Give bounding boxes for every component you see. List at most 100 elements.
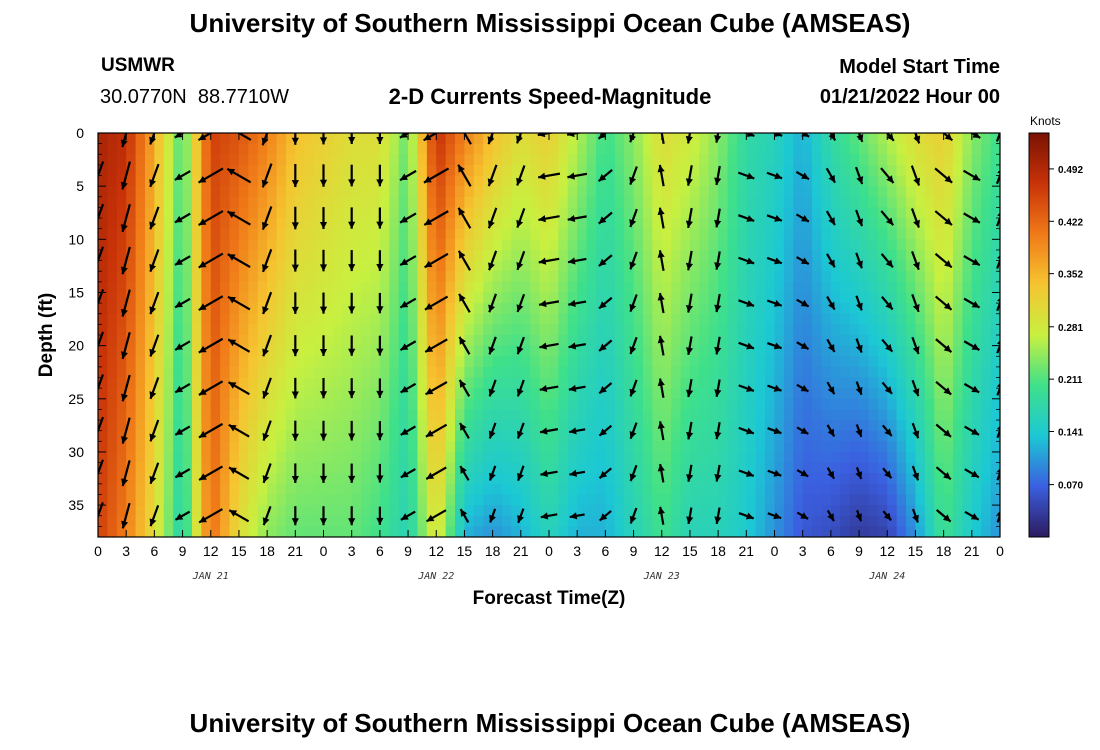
- current-arrow: [911, 422, 920, 439]
- heatmap-cell: [830, 377, 841, 389]
- arrow-head: [348, 475, 356, 483]
- current-arrow: [174, 255, 191, 266]
- heatmap-cell: [116, 175, 127, 187]
- heatmap-cell: [426, 398, 437, 411]
- heatmap-cell: [295, 473, 306, 485]
- heatmap-cell: [943, 313, 954, 325]
- heatmap-cell: [483, 430, 494, 442]
- heatmap-cell: [642, 281, 653, 294]
- heatmap-cell: [642, 366, 653, 379]
- heatmap-cell: [238, 292, 249, 304]
- heatmap-cell: [567, 228, 578, 240]
- heatmap-cell: [981, 207, 992, 219]
- heatmap-cell: [332, 462, 343, 474]
- heatmap-cell: [173, 462, 184, 474]
- current-arrow: [568, 427, 586, 435]
- heatmap-cell: [361, 420, 372, 432]
- heatmap-cell: [370, 526, 381, 537]
- heatmap-cell: [163, 451, 174, 464]
- heatmap-cell: [943, 281, 954, 294]
- heatmap-cell: [502, 324, 513, 336]
- heatmap-cell: [417, 207, 428, 219]
- heatmap-cell: [464, 143, 475, 155]
- heatmap-cell: [295, 292, 306, 304]
- current-arrow: [714, 379, 722, 398]
- heatmap-cell: [379, 303, 390, 315]
- heatmap-cell: [229, 388, 240, 400]
- heatmap-cell: [567, 313, 578, 325]
- heatmap-cell: [126, 239, 137, 251]
- heatmap-cell: [783, 388, 794, 400]
- heatmap-cell: [98, 388, 108, 400]
- heatmap-cell: [793, 388, 804, 400]
- heatmap-cell: [934, 281, 945, 294]
- heatmap-cell: [953, 462, 964, 474]
- arrow-head: [598, 173, 607, 182]
- heatmap-cell: [671, 377, 682, 389]
- heatmap-cell: [990, 430, 1000, 442]
- heatmap-cell: [445, 281, 456, 294]
- heatmap-cell: [342, 494, 353, 506]
- heatmap-cell: [680, 186, 691, 198]
- heatmap-cell: [398, 398, 409, 411]
- arrow-head: [971, 343, 980, 351]
- heatmap-cell: [586, 133, 597, 145]
- heatmap-cell: [718, 260, 729, 272]
- current-arrow: [537, 172, 561, 180]
- heatmap-cell: [981, 335, 992, 347]
- heatmap-cell: [990, 451, 1000, 464]
- heatmap-cell: [962, 218, 973, 230]
- heatmap-cell: [389, 218, 400, 230]
- heatmap-cell: [426, 154, 437, 166]
- heatmap-cell: [379, 451, 390, 464]
- heatmap-cell: [98, 366, 108, 379]
- heatmap-cell: [455, 430, 466, 442]
- heatmap-cell: [464, 430, 475, 442]
- current-arrow: [934, 295, 953, 311]
- heatmap-cell: [492, 398, 503, 411]
- heatmap-cell: [990, 505, 1000, 517]
- heatmap-cell: [210, 228, 221, 240]
- heatmap-cell: [906, 430, 917, 442]
- heatmap-cell: [953, 377, 964, 389]
- heatmap-cell: [812, 292, 823, 304]
- heatmap-cell: [426, 473, 437, 485]
- arrow-head: [746, 133, 755, 137]
- heatmap-cell: [191, 430, 202, 442]
- heatmap-cell: [971, 143, 982, 155]
- heatmap-cell: [718, 420, 729, 432]
- heatmap-cell: [295, 228, 306, 240]
- heatmap-cell: [220, 494, 231, 506]
- arrow-head: [773, 384, 782, 392]
- heatmap-cell: [586, 515, 597, 527]
- heatmap-cell: [689, 324, 700, 336]
- heatmap-cell: [492, 324, 503, 336]
- heatmap-cell: [906, 260, 917, 272]
- heatmap-cell: [990, 398, 1000, 411]
- heatmap-cell: [323, 462, 334, 474]
- heatmap-cell: [549, 388, 559, 400]
- heatmap-cell: [455, 483, 466, 496]
- heatmap-cell: [201, 505, 212, 517]
- heatmap-cell: [577, 526, 588, 537]
- heatmap-cell: [389, 164, 400, 177]
- heatmap-cell: [718, 303, 729, 315]
- heatmap-cell: [210, 420, 221, 432]
- heatmap-cell: [144, 186, 155, 198]
- heatmap-cell: [821, 388, 832, 400]
- heatmap-cell: [370, 366, 381, 379]
- heatmap-cell: [727, 356, 738, 368]
- heatmap-cell: [812, 207, 823, 219]
- heatmap-cell: [116, 313, 127, 325]
- heatmap-cell: [699, 494, 710, 506]
- heatmap-cell: [577, 228, 588, 240]
- heatmap-cell: [680, 249, 691, 262]
- heatmap-cell: [953, 164, 964, 177]
- heatmap-cell: [699, 143, 710, 155]
- heatmap-cell: [116, 494, 127, 506]
- heatmap-cell: [990, 196, 1000, 209]
- heatmap-cell: [924, 175, 935, 187]
- arrow-head: [319, 433, 328, 441]
- arrow-shaft: [463, 133, 472, 145]
- heatmap-cell: [201, 175, 212, 187]
